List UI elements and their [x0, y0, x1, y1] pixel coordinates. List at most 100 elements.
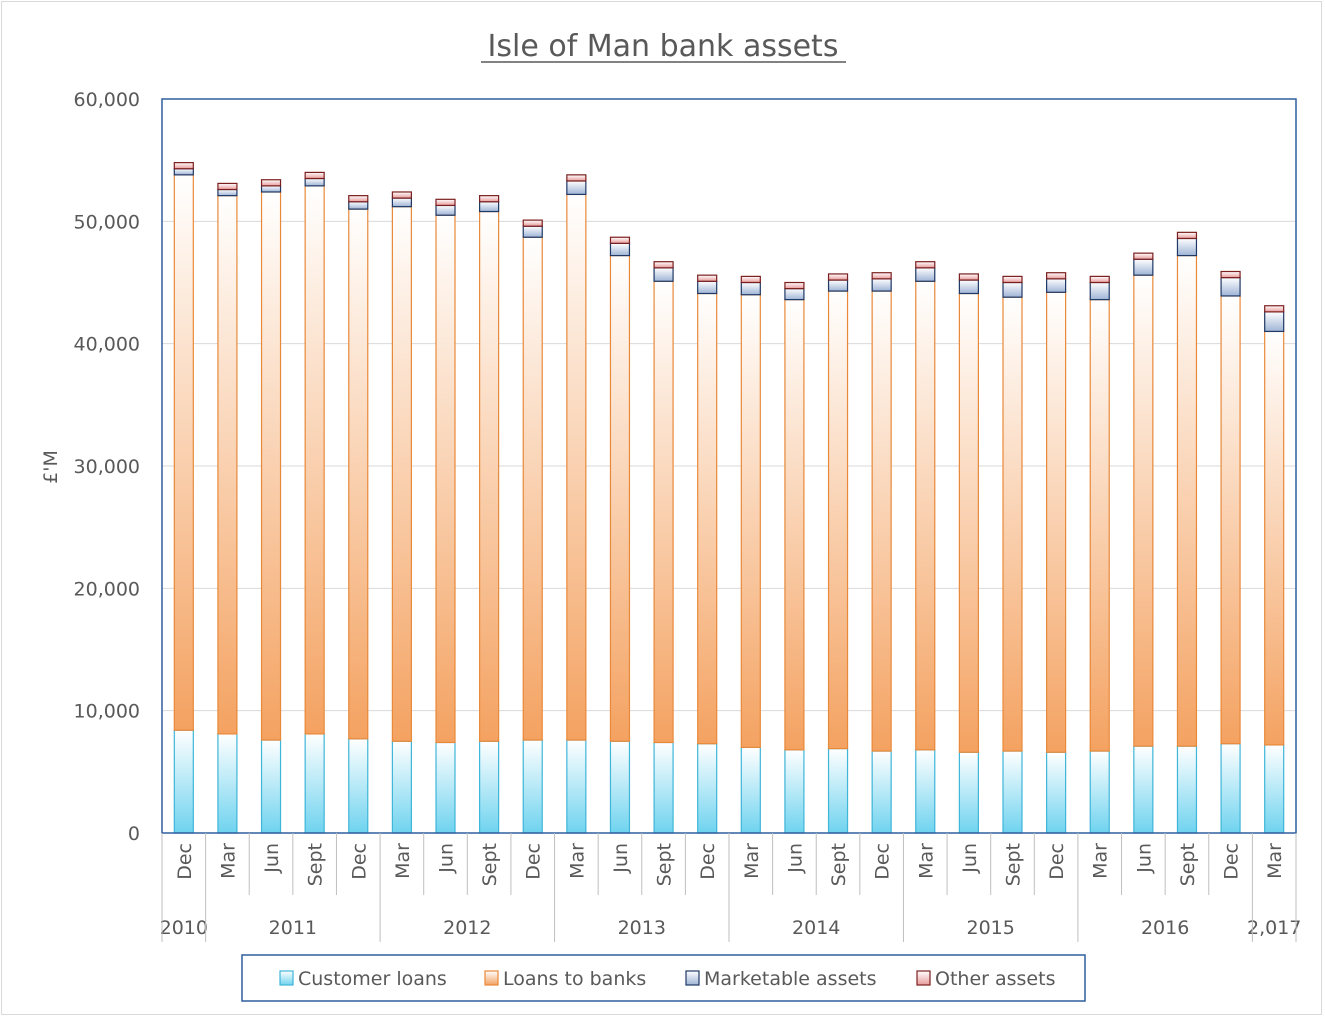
bar-segment-other-assets [391, 191, 412, 199]
bar-segment-other-assets [1133, 252, 1154, 260]
bar-segment-marketable-assets [1089, 281, 1110, 301]
x-tick-label: Sept [828, 843, 850, 886]
x-tick-label: Jun [959, 843, 981, 874]
x-tick-label: Jun [436, 843, 458, 874]
bar-segment-customer-loans [697, 743, 718, 834]
bar-segment-other-assets [1046, 272, 1067, 280]
bar-segment-loans-to-banks [1133, 274, 1154, 747]
bar-segment-marketable-assets [1176, 237, 1198, 257]
x-tick-label: Mar [915, 843, 937, 879]
bar-segment-loans-to-banks [173, 174, 194, 731]
x-tick-label: Dec [523, 843, 545, 880]
bar-segment-marketable-assets [609, 242, 631, 257]
bar-segment-marketable-assets [1220, 277, 1241, 297]
bar-segment-customer-loans [1264, 744, 1285, 834]
bar-segment-other-assets [740, 275, 761, 284]
bar-segment-marketable-assets [1046, 278, 1067, 293]
bar-segment-customer-loans [566, 739, 587, 834]
bar-segment-marketable-assets [784, 288, 805, 301]
bar-segment-marketable-assets [1264, 311, 1285, 333]
bar-segment-customer-loans [1220, 743, 1241, 834]
bar-segment-customer-loans [348, 738, 369, 834]
x-tick-label: Jun [1133, 843, 1155, 874]
legend-label: Marketable assets [704, 968, 877, 990]
bar-segment-marketable-assets [479, 201, 500, 213]
bar-segment-marketable-assets [217, 188, 238, 197]
bar-segment-marketable-assets [566, 180, 587, 196]
bar-segment-customer-loans [522, 739, 543, 834]
x-tick-label: Dec [872, 843, 894, 880]
x-tick-label: Jun [610, 843, 632, 874]
bar-segment-marketable-assets [697, 280, 718, 295]
bar-segment-loans-to-banks [827, 290, 849, 750]
bar-segment-other-assets [653, 261, 674, 269]
bar-segment-other-assets [304, 171, 325, 180]
year-label: 2016 [1141, 917, 1189, 939]
bar-segment-loans-to-banks [1002, 296, 1023, 752]
bar-segment-loans-to-banks [740, 294, 761, 748]
legend-label: Other assets [935, 968, 1055, 990]
x-tick-label: Dec [1221, 843, 1243, 880]
bar-segment-other-assets [260, 179, 282, 187]
y-tick-label: 10,000 [74, 701, 140, 723]
x-tick-label: Jun [784, 843, 806, 874]
bar-segment-customer-loans [740, 746, 761, 834]
bar-segment-customer-loans [217, 733, 238, 834]
bar-segment-loans-to-banks [609, 254, 631, 742]
bar-segment-marketable-assets [391, 197, 412, 208]
x-tick-label: Mar [741, 843, 763, 879]
bar-segment-loans-to-banks [871, 290, 892, 752]
bar-segment-other-assets [479, 195, 500, 203]
year-label: 2013 [618, 917, 666, 939]
bar-segment-customer-loans [784, 749, 805, 834]
bar-segment-marketable-assets [348, 201, 369, 210]
x-tick-label: Dec [697, 843, 719, 880]
bar-segment-customer-loans [827, 747, 849, 834]
bar-segment-loans-to-banks [1089, 299, 1110, 752]
bar-segment-customer-loans [1133, 745, 1154, 834]
gridlines [162, 220, 1296, 712]
bar-segment-customer-loans [1176, 745, 1198, 834]
x-tick-label: Mar [392, 843, 414, 879]
bar-segment-marketable-assets [1002, 281, 1023, 298]
bar-segment-customer-loans [1089, 750, 1110, 834]
bar-segment-other-assets [217, 182, 238, 191]
bar-segment-loans-to-banks [435, 214, 456, 744]
bar-segment-other-assets [784, 281, 805, 290]
bar-segment-other-assets [566, 174, 587, 182]
x-tick-label: Dec [348, 843, 370, 880]
y-tick-label: 40,000 [74, 334, 140, 356]
bar-segment-loans-to-banks [697, 292, 718, 745]
y-tick-label: 20,000 [74, 578, 140, 600]
year-label: 2012 [443, 917, 491, 939]
bar-segment-marketable-assets [260, 185, 282, 193]
bar-segment-loans-to-banks [304, 185, 325, 735]
bar-segment-loans-to-banks [391, 206, 412, 742]
bar-segment-customer-loans [391, 740, 412, 834]
bar-segment-loans-to-banks [1046, 291, 1067, 753]
y-tick-labels: 0 10,000 20,000 30,000 40,000 50,000 60,000 [74, 89, 140, 845]
y-tick-label: 50,000 [74, 211, 140, 233]
x-tick-label: Dec [1046, 843, 1068, 880]
bar-segment-loans-to-banks [479, 210, 500, 742]
bar-segment-marketable-assets [304, 177, 325, 187]
bar-segment-other-assets [348, 195, 369, 203]
year-label: 2015 [967, 917, 1015, 939]
bar-segment-loans-to-banks [1220, 295, 1241, 745]
y-axis-label: £'M [40, 450, 62, 484]
bar-segment-other-assets [915, 261, 936, 269]
legend-swatch [916, 970, 931, 986]
bar-segment-other-assets [1264, 305, 1285, 313]
legend-swatch [685, 970, 700, 986]
x-tick-label: Mar [1090, 843, 1112, 879]
x-tick-label: Sept [654, 843, 676, 886]
bar-segment-marketable-assets [740, 281, 761, 296]
bar-segment-other-assets [1176, 231, 1198, 240]
x-tick-label: Sept [479, 843, 501, 886]
x-tick-label: Sept [305, 843, 327, 886]
bar-segment-customer-loans [609, 740, 631, 834]
bar-segment-loans-to-banks [653, 280, 674, 744]
x-tick-label: Sept [1177, 843, 1199, 886]
bar-segment-other-assets [958, 273, 979, 281]
